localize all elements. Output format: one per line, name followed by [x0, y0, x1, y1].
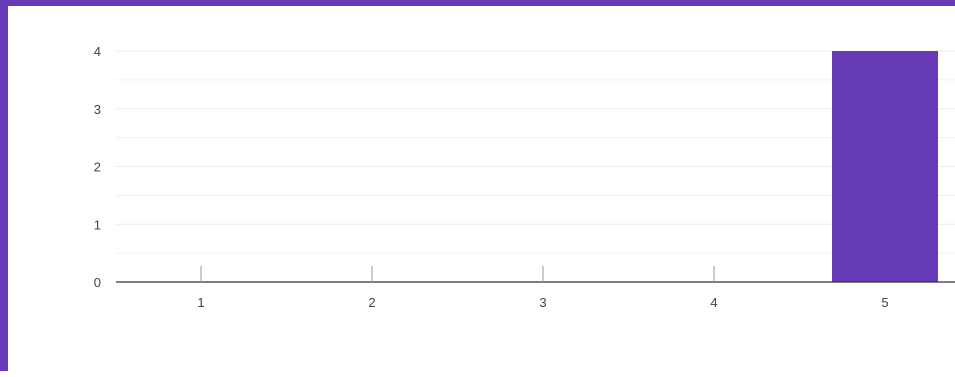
bars: [832, 51, 938, 282]
bar-5: [832, 51, 938, 282]
x-tick-label: 3: [539, 295, 546, 310]
y-tick-label: 4: [94, 44, 101, 59]
y-tick-label: 2: [94, 160, 101, 175]
y-tick-label: 0: [94, 275, 101, 290]
x-tick-label: 5: [881, 295, 888, 310]
axes: [116, 266, 955, 283]
x-tick-label: 4: [710, 295, 717, 310]
tick-labels: 0 1 2 3 4 1 2 3 4 5: [94, 44, 889, 310]
x-tick-label: 2: [368, 295, 375, 310]
y-tick-label: 3: [94, 102, 101, 117]
bar-chart: 0 1 2 3 4 1 2 3 4 5: [94, 44, 955, 310]
x-tick-label: 1: [197, 295, 204, 310]
gridlines: [116, 50, 955, 254]
y-tick-label: 1: [94, 217, 101, 232]
